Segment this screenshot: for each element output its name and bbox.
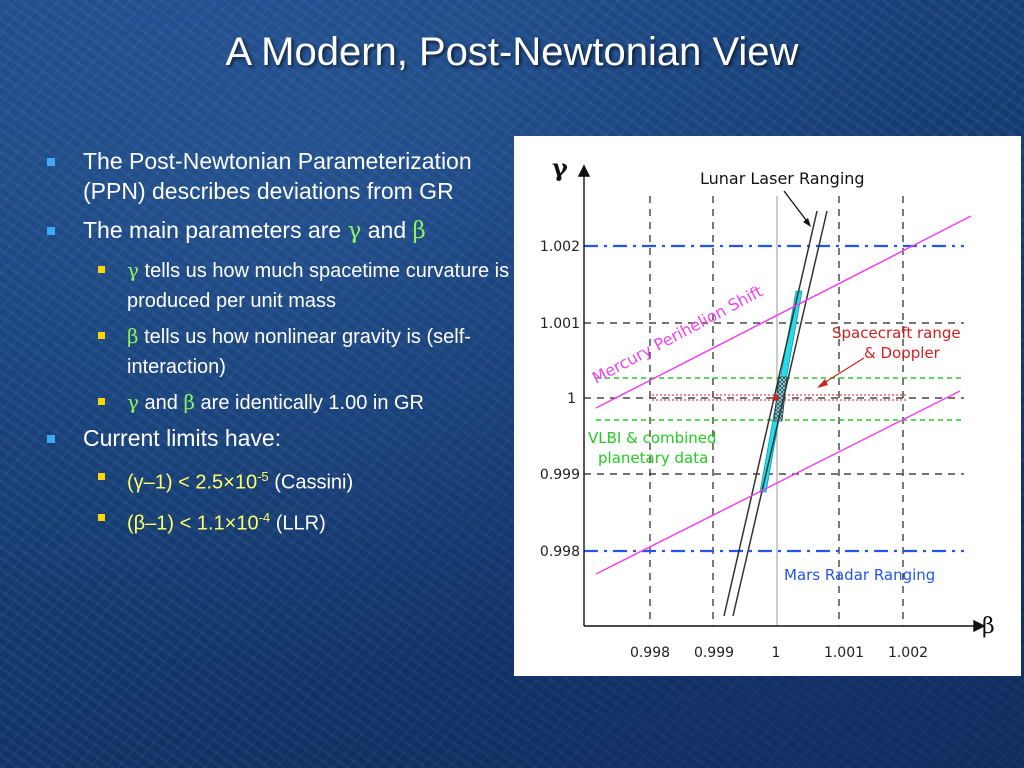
spacecraft-label-line2: & Doppler bbox=[864, 344, 941, 362]
limit-expression: (γ–1) < 2.5×10 bbox=[127, 471, 258, 494]
slide-title: A Modern, Post-Newtonian View bbox=[225, 30, 799, 74]
subbullet-gr: γ and β are identically 1.00 in GR bbox=[40, 387, 510, 418]
spacecraft-arrow bbox=[818, 357, 865, 387]
vlbi-label-line2: planetary data bbox=[598, 449, 708, 467]
y-tick-label: 1.001 bbox=[540, 316, 580, 332]
y-tick-label: 0.999 bbox=[540, 467, 580, 483]
vertical-grid bbox=[649, 196, 904, 626]
ppn-constraint-diagram: γ β 1.002 1.001 1 0.999 0.998 0.998 0.99… bbox=[514, 136, 1021, 676]
mercury-band bbox=[595, 215, 972, 575]
limit-source: (LLR) bbox=[270, 512, 326, 535]
beta-symbol: β bbox=[412, 218, 426, 244]
y-tick-label: 1 bbox=[567, 391, 576, 407]
subbullet-text: are identically 1.00 in GR bbox=[195, 392, 425, 414]
bullet-text: The Post-Newtonian Parameterization (PPN… bbox=[83, 148, 472, 204]
llr-arrow bbox=[783, 190, 810, 225]
subbullet-marker bbox=[98, 332, 105, 339]
subbullet-marker bbox=[98, 266, 105, 273]
beta-axis-label: β bbox=[982, 614, 995, 639]
axes bbox=[577, 164, 986, 633]
subbullet-marker bbox=[98, 513, 105, 521]
and-text: and bbox=[361, 217, 413, 243]
subbullet-limit-beta: (β–1) < 1.1×10-4 (LLR) bbox=[40, 503, 510, 539]
intersection-region bbox=[773, 376, 788, 422]
x-tick-label: 0.998 bbox=[630, 645, 670, 661]
bullet-marker bbox=[47, 158, 55, 166]
limit-expression: (β–1) < 1.1×10 bbox=[127, 512, 259, 535]
subbullet-gamma: γ tells us how much spacetime curvature … bbox=[40, 255, 510, 316]
subbullet-marker bbox=[98, 473, 105, 480]
mars-label: Mars Radar Ranging bbox=[784, 566, 935, 584]
limit-exponent: -4 bbox=[258, 509, 271, 525]
y-tick-label: 0.998 bbox=[540, 544, 580, 560]
limit-exponent: -5 bbox=[257, 469, 269, 484]
vlbi-label-line1: VLBI & combined bbox=[588, 429, 717, 447]
subbullet-text: tells us how much spacetime curvature is… bbox=[127, 260, 510, 312]
bullet-current-limits: Current limits have: bbox=[40, 423, 510, 453]
subbullet-limit-gamma: (γ–1) < 2.5×10-5 (Cassini) bbox=[40, 462, 510, 498]
beta-symbol: β bbox=[183, 390, 195, 414]
llr-band bbox=[723, 210, 828, 617]
horizontal-grid bbox=[584, 322, 964, 475]
x-tick-label: 1.001 bbox=[824, 645, 864, 661]
x-tick-label: 1.002 bbox=[888, 645, 928, 661]
x-tick-label: 0.999 bbox=[694, 645, 734, 661]
spacecraft-arrow-head bbox=[817, 379, 828, 388]
bullet-main-parameters: The main parameters are γ and β bbox=[40, 215, 510, 246]
llr-label: Lunar Laser Ranging bbox=[700, 169, 865, 188]
x-tick-labels: 0.998 0.999 1 1.001 1.002 bbox=[630, 645, 928, 661]
mars-radar-band bbox=[584, 244, 964, 553]
bullet-ppn: The Post-Newtonian Parameterization (PPN… bbox=[40, 146, 510, 206]
beta-symbol: β bbox=[127, 324, 139, 348]
bullet-marker bbox=[47, 227, 55, 235]
gamma-symbol: γ bbox=[127, 258, 139, 282]
subbullet-marker bbox=[98, 398, 105, 405]
bullet-text: Current limits have: bbox=[83, 425, 282, 451]
diagram-svg: γ β 1.002 1.001 1 0.999 0.998 0.998 0.99… bbox=[540, 153, 995, 661]
gr-point-dot bbox=[773, 395, 779, 401]
bullet-marker bbox=[47, 435, 55, 443]
spacecraft-label-line1: Spacecraft range bbox=[832, 324, 961, 342]
y-tick-label: 1.002 bbox=[540, 239, 580, 255]
y-tick-labels: 1.002 1.001 1 0.999 0.998 bbox=[540, 239, 580, 560]
bullet-text: The main parameters are bbox=[83, 217, 348, 243]
limit-source: (Cassini) bbox=[268, 471, 354, 494]
and-text: and bbox=[138, 392, 184, 414]
llr-arrow-head bbox=[803, 218, 811, 227]
subbullet-beta: β tells us how nonlinear gravity is (sel… bbox=[40, 321, 510, 382]
x-tick-label: 1 bbox=[772, 645, 781, 661]
gamma-axis-label: γ bbox=[552, 153, 568, 182]
gamma-symbol: γ bbox=[347, 218, 362, 244]
bullet-list: The Post-Newtonian Parameterization (PPN… bbox=[40, 146, 510, 543]
subbullet-text: tells us how nonlinear gravity is (self-… bbox=[127, 326, 471, 378]
gamma-symbol: γ bbox=[127, 390, 139, 414]
